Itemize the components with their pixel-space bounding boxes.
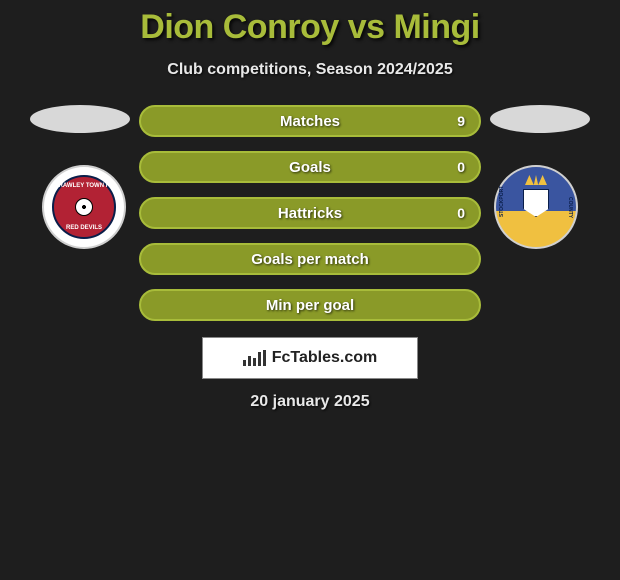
badge-right-left-text: STOCKPORT [499, 197, 509, 217]
stat-value-right: 9 [457, 113, 465, 129]
player-oval-left [30, 105, 130, 133]
stat-value-right: 0 [457, 159, 465, 175]
team-badge-left: CRAWLEY TOWN FC RED DEVILS [42, 165, 126, 249]
stat-bar-hattricks: Hattricks 0 [139, 197, 481, 229]
badge-left-bottom-text: RED DEVILS [54, 225, 114, 231]
player-oval-right [490, 105, 590, 133]
stat-bar-matches: Matches 9 [139, 105, 481, 137]
stat-label: Goals per match [251, 251, 369, 268]
subtitle: Club competitions, Season 2024/2025 [0, 61, 620, 79]
badge-right-right-text: COUNTY [563, 197, 573, 217]
stat-value-right: 0 [457, 205, 465, 221]
stat-bar-goals-per-match: Goals per match [139, 243, 481, 275]
date-text: 20 january 2025 [0, 393, 620, 411]
badge-left-top-text: CRAWLEY TOWN FC [54, 183, 114, 189]
stat-label: Hattricks [278, 205, 342, 222]
soccer-ball-icon [75, 198, 93, 216]
stat-bars: Matches 9 Goals 0 Hattricks 0 Goals per … [139, 105, 481, 321]
crown-icon [525, 175, 547, 185]
bar-chart-icon [243, 350, 266, 366]
left-column: CRAWLEY TOWN FC RED DEVILS [29, 105, 139, 249]
right-column: STOCKPORT COUNTY [481, 105, 591, 249]
stat-label: Matches [280, 113, 340, 130]
page-title: Dion Conroy vs Mingi [0, 0, 620, 47]
comparison-main: CRAWLEY TOWN FC RED DEVILS Matches 9 Goa… [0, 105, 620, 321]
brand-badge: FcTables.com [202, 337, 418, 379]
stat-bar-goals: Goals 0 [139, 151, 481, 183]
stat-label: Goals [289, 159, 331, 176]
stat-bar-min-per-goal: Min per goal [139, 289, 481, 321]
stat-label: Min per goal [266, 297, 354, 314]
team-badge-right: STOCKPORT COUNTY [494, 165, 578, 249]
shield-icon [523, 189, 549, 217]
brand-text: FcTables.com [272, 349, 378, 367]
